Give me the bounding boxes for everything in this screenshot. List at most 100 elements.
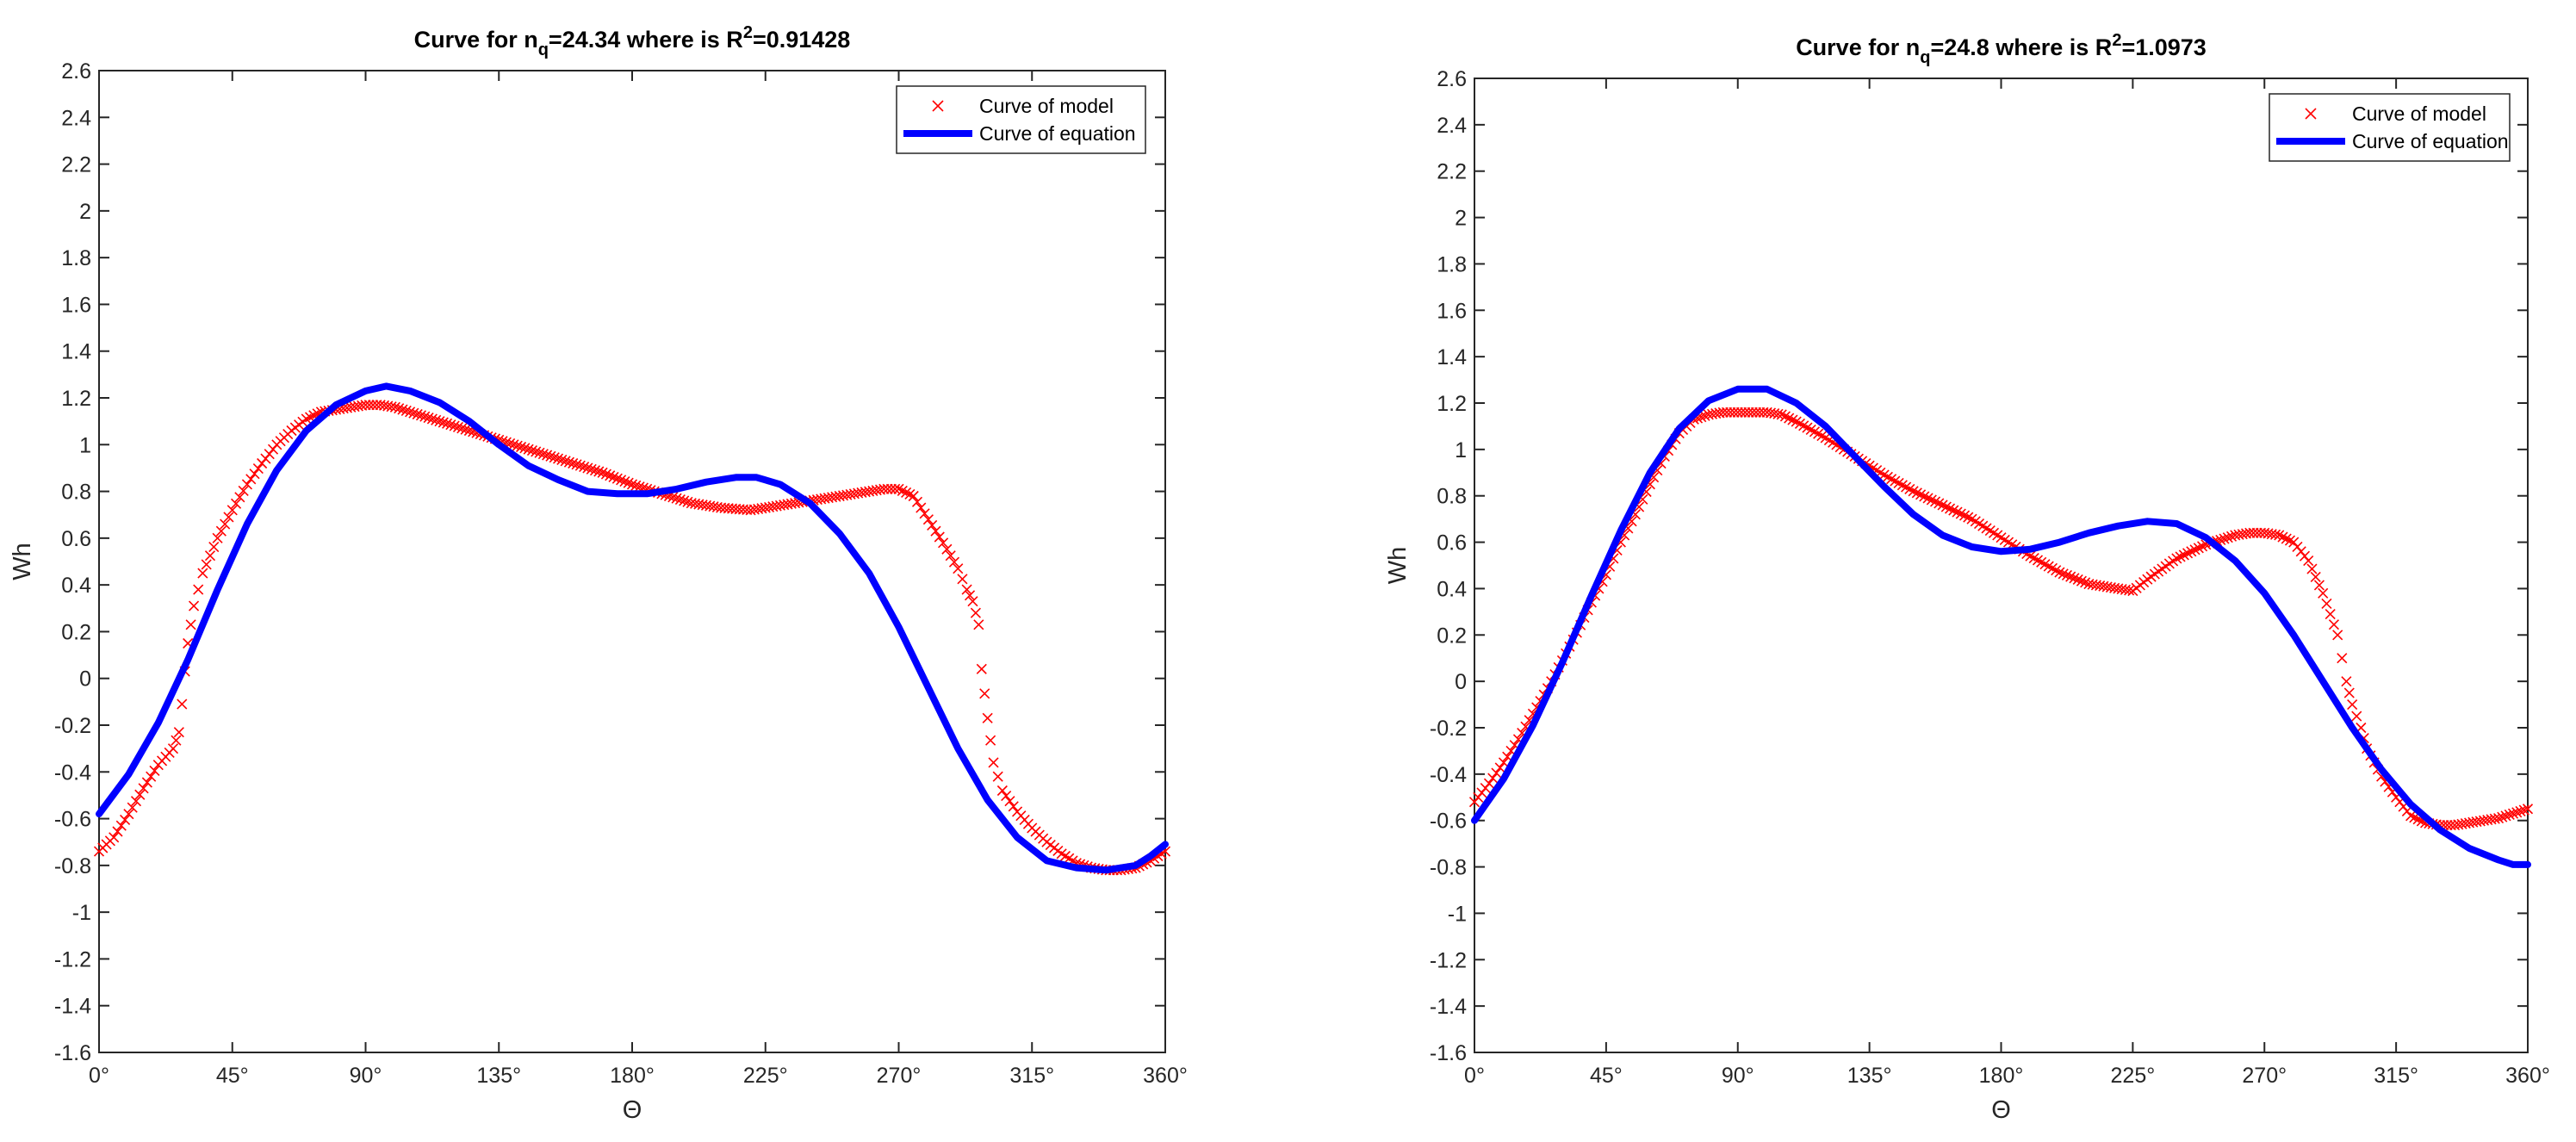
model-point-marker (2337, 653, 2348, 664)
x-tick-label: 270° (877, 1064, 922, 1088)
marker-stroke (220, 518, 231, 530)
marker-stroke (934, 531, 945, 543)
legend-marker-swatch (932, 100, 944, 112)
model-point-marker (973, 619, 984, 630)
model-point-marker (123, 809, 134, 820)
marker-stroke (127, 802, 138, 813)
model-point-marker (634, 481, 645, 493)
title-segment: q (1920, 48, 1930, 67)
model-point-marker (241, 479, 253, 490)
model-point-marker (600, 469, 611, 480)
marker-stroke (630, 480, 642, 491)
marker-stroke (1159, 846, 1171, 857)
model-point-marker (426, 413, 438, 425)
marker-stroke (2046, 562, 2058, 574)
model-point-marker (1729, 407, 1740, 418)
y-tick-label: 1.4 (61, 340, 91, 364)
marker-stroke (1904, 483, 1915, 495)
marker-stroke (141, 777, 152, 788)
model-point-marker (2065, 571, 2076, 582)
marker-stroke (523, 444, 534, 455)
model-point-marker (953, 563, 964, 574)
marker-stroke (1794, 418, 1806, 429)
marker-stroke (679, 495, 690, 506)
y-axis-label: Wh (9, 543, 36, 580)
marker-stroke (745, 505, 756, 516)
marker-stroke (957, 574, 968, 585)
marker-stroke (845, 488, 856, 500)
marker-stroke (1494, 762, 1505, 773)
legend-box (2269, 93, 2511, 162)
marker-stroke (1699, 410, 1710, 421)
model-point-marker (419, 411, 431, 422)
model-point-marker (882, 483, 893, 494)
y-tick-label: 1 (79, 433, 91, 457)
marker-stroke (2463, 817, 2475, 829)
y-axis-label: Wh (1384, 547, 1412, 585)
marker-stroke (452, 421, 464, 432)
model-point-marker (456, 423, 468, 434)
y-tick-label: 2.4 (1437, 114, 1467, 138)
marker-stroke (1890, 475, 1901, 487)
model-point-marker (582, 462, 593, 474)
y-tick-label: 1.8 (61, 246, 91, 270)
model-point-marker (442, 418, 453, 429)
model-point-marker (938, 537, 949, 549)
marker-stroke (985, 735, 996, 746)
marker-stroke (112, 826, 123, 837)
marker-stroke (927, 519, 938, 531)
y-tick-label: -1.4 (54, 995, 91, 1019)
model-point-marker (215, 525, 227, 537)
marker-stroke (2284, 535, 2296, 546)
marker-stroke (2310, 571, 2321, 583)
model-point-marker (423, 413, 434, 424)
model-point-marker (605, 470, 616, 481)
marker-stroke (201, 559, 212, 570)
model-point-marker (985, 735, 996, 746)
legend-entry-label: Curve of equation (979, 122, 1136, 145)
model-point-marker (185, 619, 196, 630)
marker-stroke (423, 413, 434, 424)
model-point-marker (397, 404, 408, 415)
marker-stroke (408, 407, 419, 419)
marker-stroke (874, 484, 886, 495)
marker-stroke (204, 550, 216, 562)
x-axis-label: Θ (623, 1096, 642, 1124)
marker-stroke (146, 771, 157, 782)
model-point-marker (542, 450, 553, 461)
marker-stroke (2269, 529, 2281, 540)
model-point-marker (238, 485, 249, 496)
marker-stroke (419, 411, 431, 422)
marker-stroke (1922, 493, 1934, 504)
marker-stroke (1970, 516, 1981, 527)
marker-stroke (2281, 533, 2292, 544)
model-point-marker (2325, 608, 2336, 620)
model-point-marker (1754, 407, 1766, 418)
x-tick-label: 180° (610, 1064, 655, 1088)
marker-stroke (227, 505, 238, 516)
marker-stroke (1992, 530, 2003, 541)
marker-stroke (945, 550, 956, 562)
marker-stroke (526, 445, 538, 456)
model-point-marker (109, 832, 120, 843)
model-point-marker (2522, 804, 2534, 815)
marker-stroke (123, 809, 134, 820)
marker-stroke (1776, 409, 1787, 420)
marker-stroke (1706, 408, 1718, 419)
marker-stroke (1878, 469, 1890, 481)
marker-stroke (545, 450, 556, 462)
marker-stroke (1944, 503, 1956, 514)
model-point-marker (2292, 541, 2303, 553)
y-tick-label: 2.6 (1437, 67, 1467, 91)
marker-stroke (822, 492, 834, 504)
marker-stroke (2054, 567, 2065, 578)
model-point-marker (434, 416, 445, 427)
marker-stroke (2321, 598, 2332, 609)
model-point-marker (2321, 598, 2332, 609)
marker-stroke (600, 469, 611, 480)
marker-stroke (1926, 494, 1937, 506)
model-point-marker (252, 463, 264, 475)
model-point-marker (2222, 532, 2233, 543)
marker-stroke (349, 401, 360, 413)
marker-stroke (982, 712, 993, 723)
